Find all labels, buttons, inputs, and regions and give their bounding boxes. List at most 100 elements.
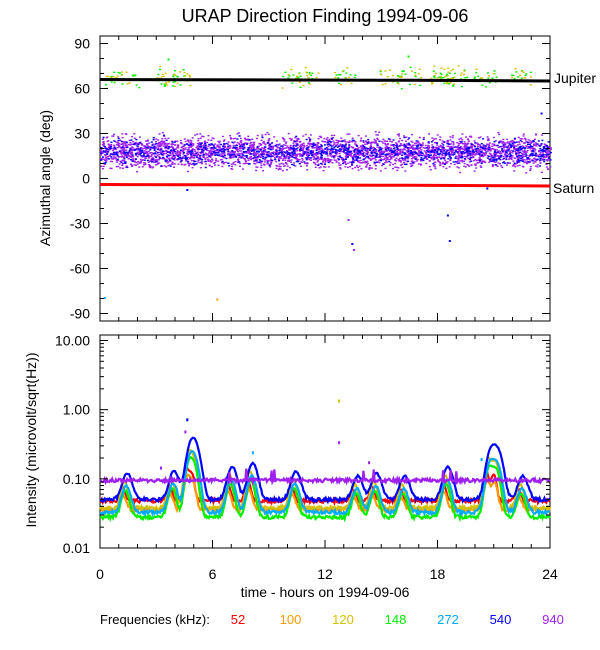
data-point bbox=[420, 151, 423, 153]
data-point bbox=[245, 139, 248, 141]
data-point bbox=[160, 83, 163, 85]
data-point bbox=[147, 161, 150, 163]
data-point bbox=[238, 161, 241, 163]
data-point bbox=[161, 138, 164, 140]
data-point bbox=[256, 146, 259, 148]
data-point bbox=[448, 155, 451, 157]
spike-point bbox=[184, 430, 187, 434]
data-point bbox=[241, 143, 243, 145]
data-point bbox=[248, 149, 251, 151]
data-point bbox=[376, 146, 379, 148]
data-point bbox=[279, 147, 282, 149]
data-point bbox=[138, 161, 141, 164]
data-point bbox=[306, 165, 308, 167]
data-point bbox=[199, 137, 202, 139]
data-point bbox=[162, 150, 164, 152]
data-point bbox=[173, 141, 176, 143]
data-point bbox=[468, 152, 471, 154]
data-point bbox=[528, 141, 531, 144]
data-point bbox=[341, 140, 344, 142]
data-point bbox=[441, 163, 444, 165]
data-point bbox=[333, 146, 336, 148]
data-point bbox=[293, 164, 295, 166]
data-point bbox=[506, 141, 509, 143]
data-point bbox=[111, 149, 114, 152]
data-point bbox=[528, 155, 531, 157]
data-point bbox=[211, 150, 214, 153]
data-point bbox=[171, 141, 174, 143]
data-point bbox=[450, 149, 453, 151]
data-point bbox=[231, 151, 234, 153]
data-point bbox=[117, 71, 120, 74]
data-point bbox=[466, 151, 469, 153]
data-point bbox=[491, 157, 494, 159]
data-point bbox=[392, 147, 395, 150]
data-point bbox=[119, 160, 122, 163]
data-point bbox=[475, 159, 478, 162]
data-point bbox=[536, 154, 539, 156]
intensity-panel: 10.001.000.100.010 6 12 18 24 Intensity (mic… bbox=[23, 332, 558, 600]
data-point bbox=[237, 161, 239, 163]
data-point bbox=[345, 143, 347, 145]
data-point bbox=[358, 149, 361, 151]
data-point bbox=[392, 163, 395, 166]
data-point bbox=[284, 142, 287, 144]
data-point bbox=[327, 148, 330, 150]
data-point bbox=[407, 160, 410, 162]
data-point bbox=[508, 157, 511, 159]
data-point bbox=[277, 153, 280, 155]
data-point bbox=[229, 135, 232, 137]
data-point bbox=[311, 152, 314, 154]
data-point bbox=[418, 155, 421, 157]
data-point bbox=[489, 156, 492, 158]
data-point bbox=[112, 152, 115, 155]
data-point bbox=[543, 147, 545, 150]
data-point bbox=[279, 156, 282, 158]
data-point bbox=[171, 149, 174, 151]
data-point bbox=[348, 151, 351, 153]
data-point bbox=[344, 162, 347, 164]
data-point bbox=[517, 76, 520, 78]
data-point bbox=[130, 147, 133, 149]
data-point bbox=[531, 151, 534, 153]
data-point bbox=[222, 147, 225, 150]
data-point bbox=[231, 153, 234, 155]
data-point bbox=[133, 133, 136, 135]
data-point bbox=[246, 147, 249, 149]
data-point bbox=[503, 149, 505, 151]
data-point bbox=[220, 151, 223, 153]
data-point bbox=[373, 138, 376, 141]
data-point bbox=[453, 151, 456, 154]
data-point bbox=[367, 162, 369, 165]
data-point bbox=[384, 142, 387, 145]
data-point bbox=[102, 151, 105, 153]
data-point bbox=[149, 152, 152, 154]
data-point bbox=[481, 161, 484, 163]
data-point bbox=[244, 159, 247, 162]
data-point bbox=[125, 165, 128, 167]
data-point bbox=[425, 154, 428, 156]
data-point bbox=[195, 152, 198, 154]
data-point bbox=[219, 159, 222, 161]
data-point bbox=[240, 144, 243, 146]
data-point bbox=[327, 158, 330, 160]
data-point bbox=[446, 161, 449, 163]
data-point bbox=[444, 148, 447, 151]
data-point bbox=[386, 161, 388, 163]
data-point bbox=[504, 146, 507, 148]
data-point bbox=[547, 151, 550, 153]
data-point bbox=[163, 83, 166, 85]
data-point bbox=[550, 148, 552, 151]
data-point bbox=[524, 139, 527, 141]
data-point bbox=[259, 149, 262, 151]
data-point bbox=[263, 147, 266, 149]
data-point bbox=[430, 156, 433, 158]
data-point bbox=[309, 159, 312, 161]
data-point bbox=[205, 148, 208, 150]
intensity-y-label: Intensity (microvolt/sqrt(Hz)) bbox=[23, 352, 39, 527]
data-point bbox=[483, 154, 486, 156]
data-point bbox=[443, 157, 446, 160]
data-point bbox=[135, 153, 138, 155]
data-point bbox=[494, 161, 497, 164]
data-point bbox=[286, 165, 289, 167]
